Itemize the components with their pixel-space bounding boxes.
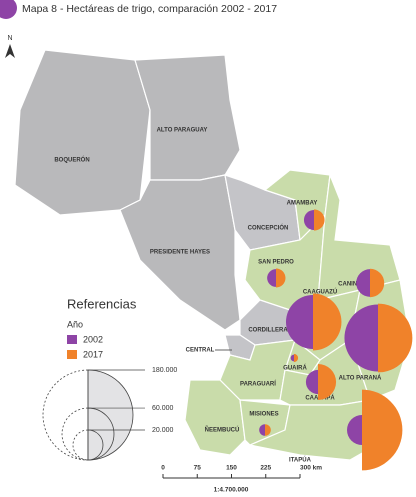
department-label: CAAGUAZÚ — [303, 289, 337, 296]
half-bubble — [318, 363, 337, 401]
department-label: AMAMBAY — [287, 201, 318, 207]
size-half-dashed — [42, 369, 89, 461]
department-labels: BOQUERÓN ALTO PARAGUAY PRESIDENTE HAYES CON… — [54, 128, 382, 464]
half-bubble — [285, 294, 313, 350]
size-half-dashed — [72, 429, 89, 461]
half-bubble — [276, 268, 286, 288]
department-label: CENTRAL — [186, 348, 215, 354]
department-label: PARAGUARÍ — [240, 380, 276, 388]
scale-label: 0 — [161, 465, 165, 472]
half-bubble — [313, 293, 342, 351]
department-label: PRESIDENTE HAYES — [150, 250, 210, 256]
half-bubble — [356, 269, 370, 297]
department-label: MISIONES — [249, 412, 278, 418]
department-label: GUAIRÁ — [283, 365, 307, 372]
size-label: 20.000 — [152, 427, 174, 434]
half-bubble — [267, 269, 276, 287]
scale-ratio: 1:4.700.000 — [214, 487, 249, 494]
size-label: 60.000 — [152, 405, 174, 412]
north-arrow: N — [5, 35, 15, 58]
size-half — [87, 429, 104, 461]
half-bubble — [290, 354, 294, 362]
scale-bar: 1:4.700.000 0 75 150 225 300 km — [161, 465, 322, 494]
half-bubble — [305, 369, 318, 395]
half-bubble — [344, 304, 378, 372]
legend: Referencias Año — [67, 296, 137, 329]
half-bubble — [259, 424, 265, 436]
half-bubble — [265, 424, 271, 436]
title-dot — [0, 0, 17, 19]
department-label: BOQUERÓN — [54, 156, 89, 164]
legend-items: 2002 2017 180.000 60.000 20.000 — [42, 334, 177, 461]
scale-label: 150 — [226, 465, 237, 472]
size-label: 180.000 — [152, 367, 177, 374]
half-bubble — [370, 268, 385, 298]
title: Mapa 8 - Hectáreas de trigo, comparación… — [22, 3, 277, 15]
department-label: ÑEEMBUCÚ — [205, 427, 240, 434]
legend-title: Referencias — [67, 296, 137, 311]
scale-label: 225 — [260, 465, 271, 472]
legend-swatch — [67, 335, 77, 344]
half-bubble — [314, 209, 325, 231]
legend-label: 2002 — [83, 334, 103, 344]
half-bubble — [378, 303, 413, 373]
north-label: N — [7, 35, 12, 42]
department-label: CONCEPCIÓN — [248, 224, 289, 232]
department-label: CANINDEYÚ — [338, 281, 374, 288]
legend-subtitle: Año — [67, 319, 83, 329]
department-label: SAN PEDRO — [258, 260, 294, 266]
department-label: CORDILLERA — [248, 328, 288, 334]
half-bubble — [347, 415, 362, 445]
legend-label: 2017 — [83, 349, 103, 359]
scale-label: 300 km — [300, 465, 322, 472]
scale-label: 75 — [194, 465, 202, 472]
regions — [14, 49, 411, 461]
half-bubble — [303, 209, 314, 231]
half-bubble — [362, 389, 403, 471]
department-label: ITAPÚA — [289, 457, 312, 464]
size-half-dashed — [61, 407, 89, 461]
legend-swatch — [67, 350, 77, 359]
half-bubble — [294, 353, 299, 363]
bubbles — [259, 209, 413, 471]
department-label: ALTO PARANÁ — [339, 375, 382, 382]
department-label: ALTO PARAGUAY — [157, 128, 208, 134]
